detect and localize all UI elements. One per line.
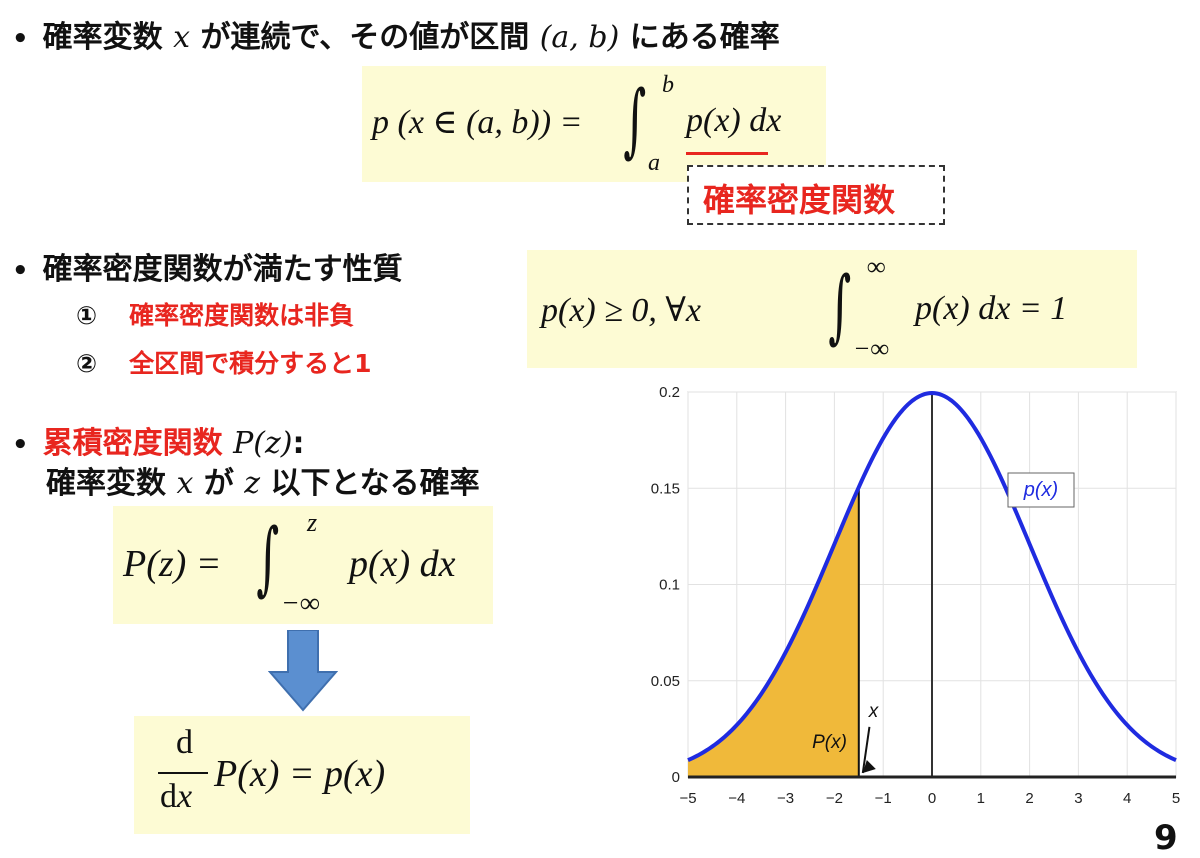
x-tick-label: −1 [875,790,892,807]
y-tick-label: 0 [672,769,680,786]
property-text: 確率密度関数は非負 [129,301,355,330]
y-tick-label: 0.1 [659,577,680,594]
equation-box-cdf: P(z) = ∫ z −∞ p(x) dx [113,506,493,624]
eq1-upper-limit: b [662,72,674,98]
x-tick-label: 4 [1123,790,1131,807]
x-tick-label: 3 [1074,790,1082,807]
equation-box-interval-probability: p (x ∈ (a, b)) = ∫ b a p(x) dx [362,66,826,182]
bullet-dot: • [12,256,29,286]
down-arrow-icon [268,630,338,712]
x-tick-label: −2 [826,790,843,807]
y-tick-label: 0.15 [651,480,680,497]
bullet-dot: • [12,430,29,460]
x-tick-label: −3 [777,790,794,807]
bullet-continuous-probability: • 確率変数 x が連続で、その値が区間 (a, b) にある確率 [12,20,780,55]
equation-box-derivative: d dx P(x) = p(x) [134,716,470,834]
eq4-numerator: d [176,724,193,761]
fraction-bar [158,772,208,774]
eq2-nonnegative: p(x) ≥ 0, ∀x [541,292,702,329]
page-number: 9 [1154,818,1178,858]
integral-sign: ∫ [256,511,280,604]
eq4-rest: P(x) = p(x) [214,753,386,795]
pdf-curve [687,391,1177,762]
x-tick-label: −4 [728,790,745,807]
property-text: 全区間で積分すると1 [129,349,372,378]
eq2-upper-limit: ∞ [867,252,886,281]
eq2-integrand: p(x) dx = 1 [915,290,1068,327]
property-number: ① [76,301,98,330]
property-item-2: ② 全区間で積分すると1 [76,344,372,380]
eq4-denominator: dx [160,778,193,815]
property-item-1: ① 確率密度関数は非負 [76,296,354,332]
eq3-integrand: p(x) dx [349,543,456,585]
bullet-cdf-definition: • 累積密度関数 P(z): [12,426,305,461]
arrow-head-icon [862,760,876,773]
x-tick-label: 2 [1025,790,1033,807]
legend-box [1007,472,1075,508]
y-tick-label: 0.05 [651,673,680,690]
x-tick-label: 0 [928,790,936,807]
bullet-dot: • [12,24,29,54]
eq3-lower-limit: −∞ [281,588,320,619]
pdf-callout-box: 確率密度関数 [687,165,945,225]
pdf-label: 確率密度関数 [703,181,896,219]
y-tick-label: 0.2 [659,384,680,401]
integral-sign: ∫ [828,259,852,352]
legend-label: p(x) [1023,479,1058,501]
bullet-pdf-properties: • 確率密度関数が満たす性質 [12,252,403,287]
area-label: P(x) [812,732,847,753]
x-marker-arrow [861,726,871,774]
eq3-lhs: P(z) = [123,543,222,585]
equation-box-pdf-properties: p(x) ≥ 0, ∀x ∫ ∞ −∞ p(x) dx = 1 [527,250,1137,368]
x-tick-label: 5 [1172,790,1180,807]
eq1-lhs: p (x ∈ (a, b)) = [372,104,583,141]
eq3-upper-limit: z [307,508,318,537]
property-number: ② [76,349,98,378]
integral-sign: ∫ [623,73,647,166]
cdf-description: 確率変数 x が z 以下となる確率 [46,466,480,501]
x-tick-label: −5 [679,790,696,807]
eq1-integrand: p(x) dx [686,102,782,139]
normal-distribution-chart: −5 −4 −3 −2 −1 0 1 2 3 4 5 0 0.05 0.1 0.15 0.2 p(x) P(x) x [651,384,1180,807]
pdf-underline [686,152,768,155]
x-marker-label: x [868,701,880,722]
x-tick-label: 1 [977,790,985,807]
cdf-shaded-area [688,487,859,777]
eq2-lower-limit: −∞ [853,334,890,363]
eq1-lower-limit: a [648,150,660,176]
